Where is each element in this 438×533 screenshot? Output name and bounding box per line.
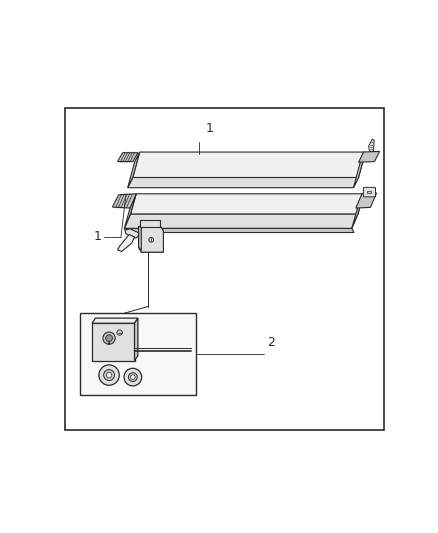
Circle shape (104, 370, 114, 381)
Polygon shape (138, 227, 163, 252)
Circle shape (128, 373, 137, 382)
Circle shape (131, 375, 135, 379)
Polygon shape (140, 220, 160, 227)
Polygon shape (124, 229, 354, 232)
Polygon shape (133, 152, 365, 177)
Bar (367, 191, 371, 193)
Polygon shape (138, 227, 163, 252)
Polygon shape (369, 139, 374, 151)
Polygon shape (124, 194, 136, 229)
Circle shape (149, 237, 154, 242)
Polygon shape (134, 318, 138, 360)
Polygon shape (113, 194, 136, 208)
Polygon shape (353, 152, 365, 188)
Polygon shape (128, 177, 359, 188)
Bar (80, 313, 196, 395)
Circle shape (106, 373, 112, 378)
Text: 1: 1 (205, 122, 213, 135)
Polygon shape (131, 194, 364, 214)
Text: 1: 1 (94, 230, 102, 244)
Polygon shape (128, 152, 140, 188)
Polygon shape (117, 235, 134, 252)
Polygon shape (92, 318, 138, 323)
Polygon shape (352, 194, 364, 229)
Circle shape (117, 330, 122, 335)
Polygon shape (117, 153, 138, 161)
Polygon shape (359, 151, 380, 162)
Polygon shape (125, 229, 138, 238)
Text: 2: 2 (267, 336, 275, 349)
Circle shape (103, 332, 115, 344)
Polygon shape (92, 323, 134, 360)
Polygon shape (356, 193, 377, 208)
FancyBboxPatch shape (363, 188, 375, 197)
Circle shape (106, 335, 113, 342)
Polygon shape (138, 225, 141, 251)
Polygon shape (124, 214, 358, 229)
Circle shape (124, 368, 141, 386)
Circle shape (99, 365, 119, 385)
